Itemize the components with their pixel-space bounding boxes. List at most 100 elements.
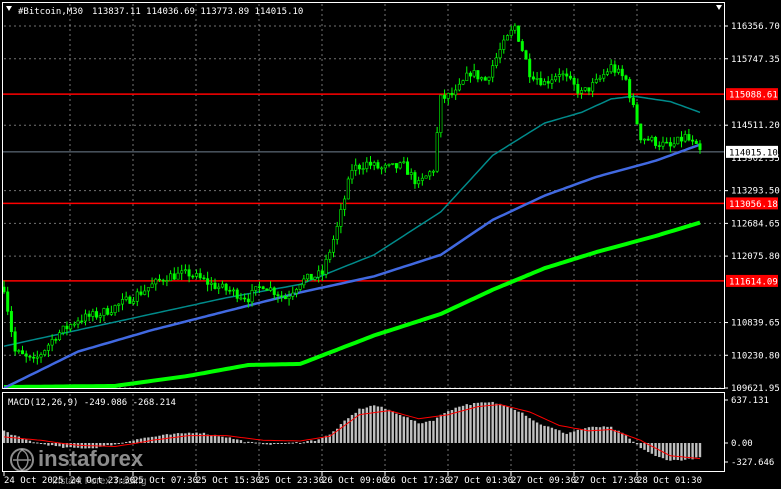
macd-bar [32,442,35,444]
price-tick-label: 110230.80 [731,351,780,361]
candle-body [335,226,339,240]
macd-bar [683,443,687,460]
level-price-box [726,88,778,101]
macd-bar [106,443,109,446]
price-tick-label: 116356.70 [731,22,780,32]
macd-bar [43,443,46,445]
candle-body [565,73,569,77]
candle-body [183,269,187,272]
candle-body [265,288,269,291]
macd-bar [376,406,380,443]
candle-body [143,290,147,295]
macd-bar [176,433,180,443]
macd-bar [50,443,54,446]
candle-body [483,77,487,81]
chart-shift-icon[interactable] [716,5,722,10]
candle-body [206,278,210,285]
candle-body [457,83,461,91]
candle-body [502,39,506,50]
candle-body [398,162,402,169]
time-tick-label: 28 Oct 01:30 [637,476,702,486]
candle-body [446,92,450,99]
macd-bar [621,432,624,443]
macd-bar [646,443,650,453]
macd-bar [206,434,209,443]
candle-body [620,68,624,77]
macd-bar [672,443,676,460]
macd-bar [428,420,431,443]
candle-body [543,81,547,86]
macd-bar [654,443,657,456]
candle-body [679,136,683,142]
candle-body [43,350,47,355]
candle-body [180,270,184,274]
macd-bar [254,442,257,444]
candle-body [191,275,195,278]
macd-bar [639,443,642,449]
macd-bar [25,439,28,443]
collapse-arrow-icon[interactable] [6,6,12,11]
macd-bar [2,430,6,443]
macd-bar [469,405,472,443]
candle-body [269,287,273,291]
macd-bar [258,442,261,444]
candle-body [561,73,565,76]
level-price-box [726,197,778,210]
candle-body [317,270,321,278]
candle-body [420,177,424,181]
candle-body [624,75,628,80]
macd-bar [47,443,50,446]
candle-body [580,90,584,94]
candle-body [202,277,206,280]
macd-bar [439,414,443,443]
macd-bar [187,432,191,443]
candle-body [72,323,76,326]
ohlc-values: 113837.11 114036.69 113773.89 114015.10 [92,7,303,17]
candle-body [605,71,609,75]
candle-body [58,332,62,340]
candle-body [572,77,576,85]
macd-signal-line [3,403,701,460]
candle-body [76,320,80,325]
macd-bar [335,428,339,443]
macd-bar [210,435,213,443]
macd-bar [117,443,120,444]
candle-body [39,354,43,358]
candle-body [439,94,443,133]
macd-bar [398,415,402,443]
candle-body [394,163,398,169]
macd-bar [591,426,594,443]
macd-bar [191,433,195,443]
candle-body [65,325,69,330]
candle-body [32,356,36,359]
macd-label: MACD(12,26,9) -249.086 -268.214 [8,398,176,408]
candle-body [465,72,469,81]
macd-bar [110,443,113,446]
candle-body [172,273,176,280]
candle-body [302,278,306,286]
candle-body [235,289,239,299]
macd-bar [584,428,587,443]
macd-bar [513,409,517,443]
logo-tagline-text: Instant Forex Trading [52,476,147,487]
horizontal-levels[interactable] [3,93,724,282]
macd-bar [54,443,58,447]
candle-body [132,300,136,304]
macd-bar [180,433,183,443]
candle-body [683,134,687,142]
candle-body [509,29,513,36]
candle-body [61,325,65,333]
logo-swirl-icon [13,449,31,471]
macd-bar [217,436,220,443]
candle-body [280,295,284,298]
candle-body [383,164,387,169]
macd-bar [480,402,483,443]
macd-bar [535,422,539,443]
candle-body [602,74,606,79]
macd-bar [595,426,598,443]
candle-body [157,278,161,281]
price-tick-label: 110839.65 [731,319,780,329]
macd-bar [695,443,698,458]
macd-bar [532,420,535,443]
